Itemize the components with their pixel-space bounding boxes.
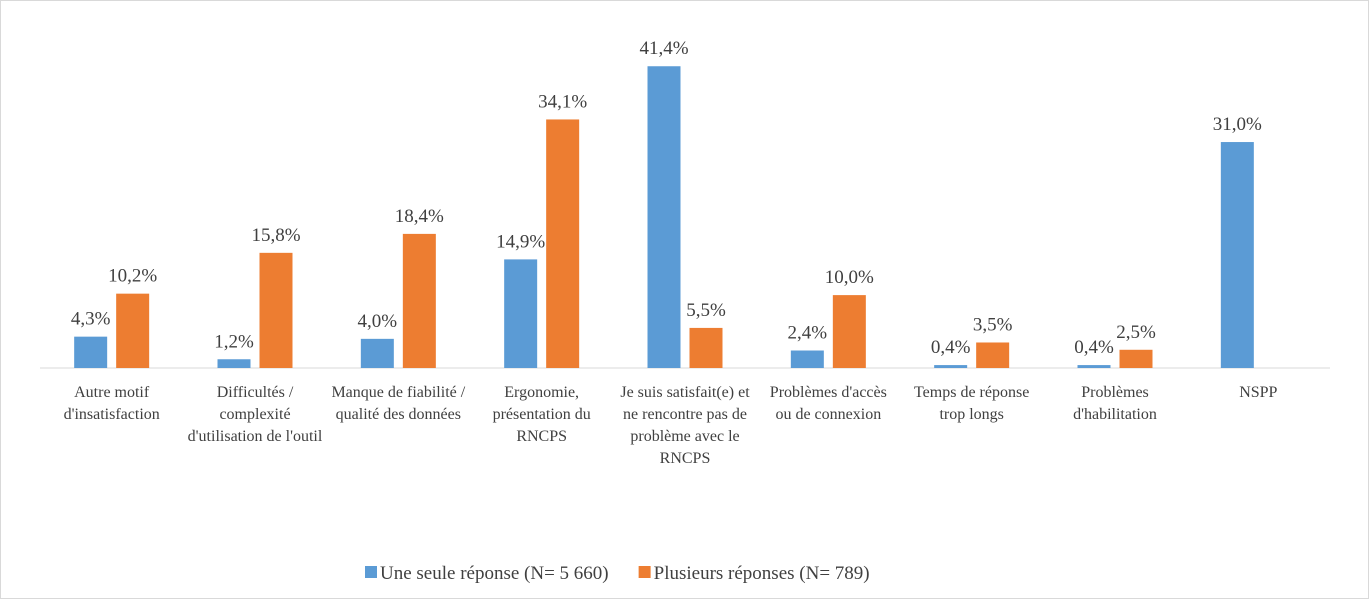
bar	[976, 342, 1010, 368]
legend-swatch	[638, 566, 651, 578]
legend-label: Plusieurs réponses (N= 789)	[654, 563, 870, 584]
x-tick-label: Difficultés / complexité d'utilisation de …	[188, 384, 323, 445]
x-tick-label: Autre motif d'insatisfaction	[64, 384, 160, 423]
bar	[689, 327, 723, 368]
data-label: 4,0%	[358, 311, 398, 332]
data-label: 2,4%	[788, 323, 828, 344]
bar	[360, 338, 394, 368]
bar	[790, 350, 824, 368]
x-tick-label: Je suis satisfait(e) et ne rencontre pas …	[620, 384, 750, 467]
x-tick-label: Ergonomie, présentation du RNCPS	[493, 384, 591, 445]
bar	[116, 293, 150, 368]
x-tick-label: Manque de fiabilité / qualité des données	[331, 384, 465, 423]
data-label: 10,2%	[108, 266, 157, 287]
bar	[402, 233, 436, 368]
data-label: 34,1%	[538, 91, 587, 112]
data-label: 31,0%	[1213, 114, 1262, 135]
data-label: 18,4%	[395, 206, 444, 227]
legend-label: Une seule réponse (N= 5 660)	[380, 563, 609, 584]
data-label: 10,0%	[825, 267, 874, 288]
bar	[647, 66, 681, 369]
bar	[74, 336, 108, 368]
bar	[1220, 142, 1254, 368]
bar	[832, 295, 866, 368]
legend-swatch	[365, 566, 377, 578]
data-label: 0,4%	[931, 337, 971, 358]
bar	[217, 359, 251, 368]
data-label: 15,8%	[251, 225, 300, 246]
data-label: 14,9%	[496, 231, 545, 252]
bar	[934, 365, 968, 368]
data-label: 5,5%	[686, 300, 726, 321]
data-label: 2,5%	[1116, 322, 1156, 343]
data-label: 0,4%	[1074, 337, 1114, 358]
bar	[259, 252, 293, 368]
bar	[1119, 349, 1153, 368]
x-tick-label: Problèmes d'accès ou de connexion	[770, 384, 887, 423]
data-label: 4,3%	[71, 309, 111, 330]
data-label: 3,5%	[973, 314, 1013, 335]
bar	[504, 259, 538, 368]
data-label: 41,4%	[639, 38, 688, 59]
x-tick-label: Problèmes d'habilitation	[1073, 384, 1157, 423]
bar	[546, 119, 580, 369]
x-tick-label: Temps de réponse trop longs	[914, 384, 1029, 423]
data-label: 1,2%	[214, 331, 254, 352]
bar	[1077, 365, 1111, 368]
x-tick-label: NSPP	[1239, 384, 1277, 401]
